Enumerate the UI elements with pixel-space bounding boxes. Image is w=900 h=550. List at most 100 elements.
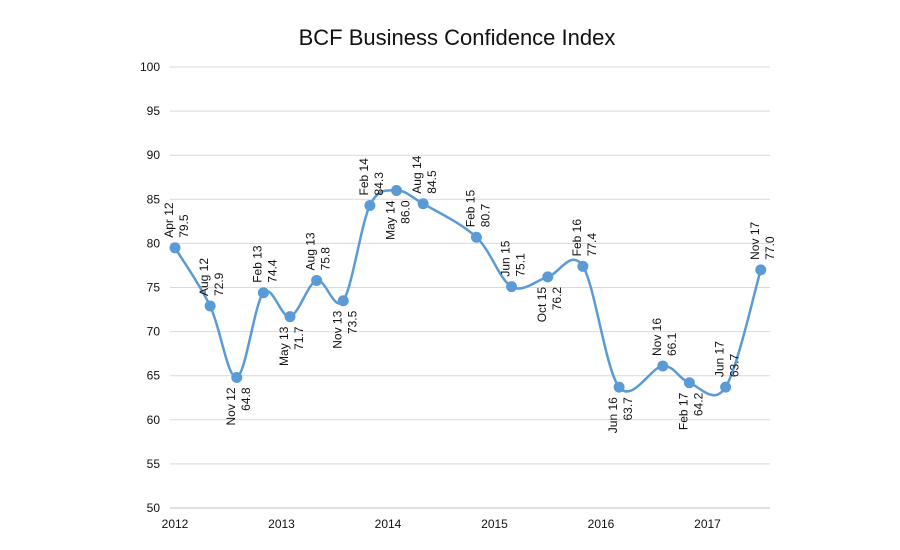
data-label-group: Nov 13 73.5	[330, 310, 359, 348]
data-point-may-14	[391, 184, 403, 196]
data-label-value: 77.0	[763, 236, 777, 260]
x-tick-label: 2016	[588, 517, 615, 531]
y-tick-label: 80	[147, 236, 161, 250]
data-label-value: 75.8	[319, 247, 333, 271]
y-tick-label: 60	[147, 413, 161, 427]
data-label-group: Apr 12 79.5	[162, 202, 191, 238]
data-point-oct-15	[542, 271, 554, 283]
x-axis-ticks: 2012 2013 2014 2015 2016 2017	[162, 517, 722, 531]
data-label-value: 76.2	[550, 287, 564, 311]
data-label-value: 66.1	[665, 332, 679, 356]
data-label-group: Nov 17 77.0	[748, 222, 777, 260]
data-label-value: 64.2	[691, 392, 705, 416]
data-label-date: Oct 15	[535, 287, 549, 323]
data-point-nov-17	[755, 264, 767, 276]
data-point-feb-15	[470, 231, 482, 243]
data-point-aug-13	[311, 274, 323, 286]
y-tick-label: 50	[147, 501, 161, 515]
data-label-group: Feb 17 64.2	[676, 392, 705, 430]
data-label-group: May 13 71.7	[277, 326, 306, 366]
data-point-apr-12	[169, 242, 181, 254]
data-label-group: Aug 14 84.5	[410, 155, 439, 193]
chart-title: BCF Business Confidence Index	[299, 25, 616, 50]
data-label-value: 79.5	[177, 214, 191, 238]
y-tick-label: 100	[140, 60, 160, 74]
data-label-value: 84.5	[425, 170, 439, 194]
data-label-group: May 14 86.0	[384, 200, 413, 240]
data-label-date: Feb 13	[250, 245, 264, 283]
data-point-jun-15	[506, 281, 518, 293]
data-label-value: 71.7	[292, 326, 306, 350]
data-label-date: Jun 17	[713, 341, 727, 377]
data-point-feb-14	[364, 199, 376, 211]
data-label-value: 84.3	[372, 172, 386, 196]
data-label-date: Feb 14	[357, 158, 371, 196]
data-label-date: Nov 17	[748, 222, 762, 260]
data-label-value: 72.9	[212, 272, 226, 296]
data-point-feb-17	[683, 377, 695, 389]
data-label-group: Jun 16 63.7	[606, 397, 635, 433]
data-label-date: Feb 16	[570, 219, 584, 257]
data-point-aug-14	[417, 198, 429, 210]
y-tick-label: 70	[147, 325, 161, 339]
data-label-group: Feb 14 84.3	[357, 158, 386, 196]
data-point-aug-12	[204, 300, 216, 312]
data-label-group: Jun 15 75.1	[499, 240, 528, 276]
data-label-value: 63.7	[621, 397, 635, 421]
data-label-date: May 14	[384, 200, 398, 240]
y-tick-label: 90	[147, 148, 161, 162]
x-tick-label: 2015	[481, 517, 508, 531]
data-label-date: Jun 16	[606, 397, 620, 433]
data-label-value: 86.0	[399, 200, 413, 224]
data-label-value: 64.8	[239, 387, 253, 411]
data-label-group: Feb 16 77.4	[570, 219, 599, 257]
data-label-value: 74.4	[265, 259, 279, 283]
data-label-group: Feb 15 80.7	[463, 190, 492, 228]
data-point-nov-13	[337, 295, 349, 307]
data-label-group: Aug 13 75.8	[304, 232, 333, 270]
data-label-group: Feb 13 74.4	[250, 245, 279, 283]
data-label-date: Aug 13	[304, 232, 318, 270]
data-label-date: Aug 12	[197, 258, 211, 296]
data-label-date: Feb 15	[463, 190, 477, 228]
data-point-may-13	[284, 311, 296, 323]
data-label-date: Aug 14	[410, 155, 424, 193]
data-point-feb-16	[577, 260, 589, 272]
data-label-value: 80.7	[478, 204, 492, 228]
data-label-date: Jun 15	[499, 240, 513, 276]
data-label-date: Feb 17	[676, 392, 690, 430]
data-label-value: 77.4	[585, 233, 599, 257]
data-label-date: Nov 12	[224, 387, 238, 425]
y-tick-label: 55	[147, 457, 161, 471]
data-label-group: Nov 16 66.1	[650, 318, 679, 356]
data-point-feb-13	[257, 287, 269, 299]
data-label-group: Oct 15 76.2	[535, 287, 564, 323]
data-label-group: Nov 12 64.8	[224, 387, 253, 425]
data-label-group: Jun 17 63.7	[713, 341, 742, 377]
data-label-date: Nov 16	[650, 318, 664, 356]
y-axis-ticks: 50 55 60 65 70 75 80 85 90 95 100	[140, 60, 160, 515]
x-tick-label: 2017	[694, 517, 721, 531]
y-tick-label: 75	[147, 281, 161, 295]
data-label-value: 73.5	[345, 310, 359, 334]
data-point-nov-16	[657, 360, 669, 372]
data-points	[169, 184, 767, 393]
y-tick-label: 65	[147, 369, 161, 383]
y-tick-label: 85	[147, 192, 161, 206]
x-tick-label: 2014	[375, 517, 402, 531]
data-label-date: Nov 13	[330, 310, 344, 348]
data-label-date: Apr 12	[162, 202, 176, 238]
data-label-group: Aug 12 72.9	[197, 258, 226, 296]
data-point-jun-17	[720, 381, 732, 393]
data-label-date: May 13	[277, 326, 291, 366]
x-tick-label: 2013	[268, 517, 295, 531]
data-point-nov-12	[231, 371, 243, 383]
data-label-value: 63.7	[728, 353, 742, 377]
gridlines	[170, 66, 770, 509]
data-label-value: 75.1	[514, 253, 528, 277]
data-point-jun-16	[613, 381, 625, 393]
y-tick-label: 95	[147, 104, 161, 118]
x-tick-label: 2012	[162, 517, 189, 531]
